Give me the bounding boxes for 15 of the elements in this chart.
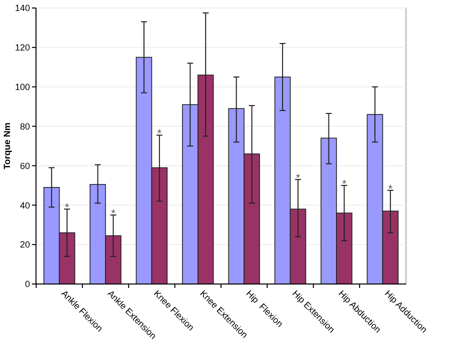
y-tick-label: 60 (20, 160, 30, 171)
annotation: * (388, 183, 394, 196)
y-tick-label: 0 (24, 279, 30, 290)
y-tick-label: 100 (14, 82, 30, 92)
annotation: * (111, 208, 116, 220)
y-tick-label: 40 (20, 200, 30, 210)
annotation: * (64, 202, 70, 214)
y-tick-label: 140 (14, 3, 30, 14)
annotation: * (342, 178, 348, 190)
y-axis-title: Torque Nm (2, 122, 12, 170)
annotation: * (296, 172, 301, 185)
y-tick-label: 20 (20, 240, 30, 250)
y-tick-label: 80 (20, 121, 30, 132)
y-tick-label: 120 (14, 42, 30, 53)
annotation: * (157, 128, 162, 140)
